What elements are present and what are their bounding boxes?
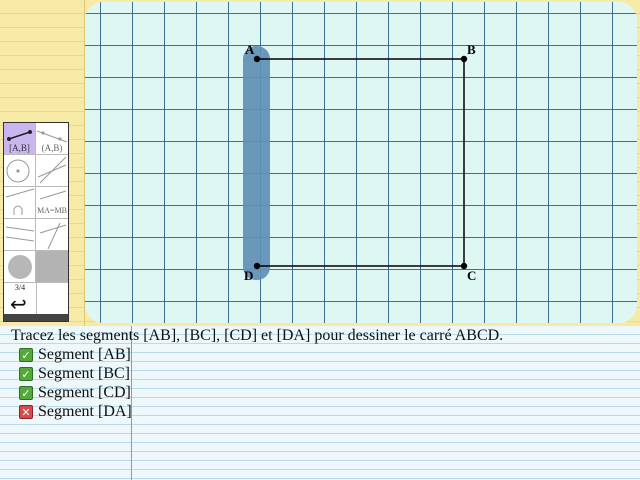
tool-parallel[interactable] — [36, 219, 68, 251]
task-label: Segment [CD] — [38, 384, 131, 401]
point-a[interactable] — [253, 55, 261, 63]
notepad-margin-line — [84, 0, 85, 326]
check-icon: ✓ — [19, 348, 33, 362]
check-icon: ✓ — [19, 367, 33, 381]
tool-midpoint[interactable]: MA=MB — [36, 187, 68, 219]
task-item: ✓ Segment [AB] — [19, 346, 131, 364]
cross-icon: ✕ — [19, 405, 33, 419]
tool-arc[interactable] — [4, 187, 36, 219]
point-b[interactable] — [460, 55, 468, 63]
perpendicular-icon — [5, 226, 35, 242]
tool-color[interactable] — [36, 251, 68, 283]
tool-lines[interactable] — [36, 155, 68, 187]
point-c[interactable] — [460, 262, 468, 270]
tool-midpoint-label: MA=MB — [37, 206, 67, 215]
tool-line[interactable]: (A,B) — [36, 123, 68, 155]
drawing-canvas[interactable]: A B C D — [85, 2, 637, 323]
tool-line-label: (A,B) — [41, 143, 63, 153]
label-d: D — [244, 268, 253, 283]
segment-icon — [7, 130, 32, 141]
notes-margin-line — [131, 326, 132, 480]
tool-circle[interactable] — [4, 155, 36, 187]
instruction-text: Tracez les segments [AB], [BC], [CD] et … — [11, 327, 504, 344]
task-item: ✕ Segment [DA] — [19, 403, 132, 421]
task-label: Segment [AB] — [38, 346, 131, 363]
tool-perpendicular[interactable] — [4, 219, 36, 251]
line-icon — [36, 130, 68, 143]
label-b: B — [467, 42, 476, 57]
task-item: ✓ Segment [CD] — [19, 384, 131, 402]
tool-segment[interactable]: [A,B] — [4, 123, 36, 155]
check-icon: ✓ — [19, 386, 33, 400]
highlight-segment-da — [243, 46, 270, 280]
task-label: Segment [DA] — [38, 403, 132, 420]
palette-footer — [4, 314, 68, 321]
midpoint-icon — [39, 190, 67, 200]
point-icon — [8, 255, 32, 279]
label-a: A — [245, 42, 255, 57]
label-c: C — [467, 268, 476, 283]
color-swatch-icon — [36, 251, 68, 282]
circle-icon — [6, 159, 30, 183]
page-indicator: 3/4 — [14, 283, 26, 292]
tool-palette: [A,B] (A,B) MA=MB — [3, 122, 69, 322]
lines-icon — [37, 156, 67, 184]
tool-point[interactable] — [4, 251, 36, 283]
task-item: ✓ Segment [BC] — [19, 365, 130, 383]
parallel-icon — [39, 222, 67, 250]
palette-divider — [36, 283, 37, 316]
undo-icon[interactable]: ↩ — [10, 294, 27, 316]
instruction-panel: Tracez les segments [AB], [BC], [CD] et … — [0, 326, 640, 480]
tool-segment-label: [A,B] — [9, 143, 30, 153]
canvas-drawing: A B C D — [243, 42, 476, 283]
point-d[interactable] — [253, 262, 261, 270]
task-label: Segment [BC] — [38, 365, 130, 382]
arc-icon — [5, 188, 35, 215]
